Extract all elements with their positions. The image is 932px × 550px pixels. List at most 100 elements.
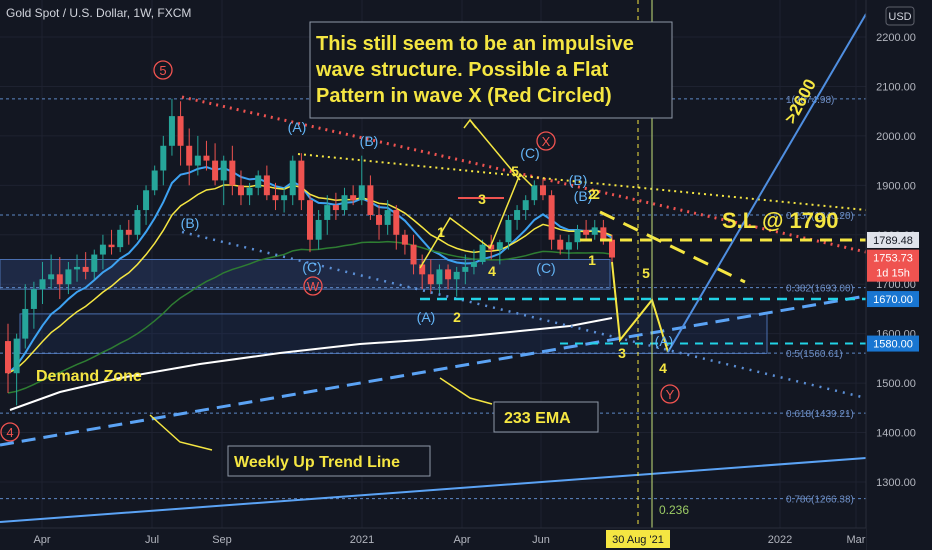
- main-note-line-2: Pattern in wave X (Red Circled): [316, 85, 612, 107]
- ema-233-box: [493, 401, 599, 433]
- candle-body-3: [30, 289, 37, 309]
- yellow-wave-label-10: 2: [588, 186, 596, 202]
- candle-body-31: [272, 195, 279, 201]
- candle-body-36: [315, 219, 322, 240]
- candle-body-70: [609, 239, 615, 258]
- candle-body-57: [496, 242, 503, 250]
- target-trend-line: [667, 13, 867, 353]
- yellow-wave-label-8: 4: [659, 360, 667, 376]
- red-circle-label-2: 4: [6, 425, 13, 440]
- blue-wave-label-1: (B): [360, 133, 379, 149]
- candle-body-43: [376, 215, 383, 225]
- x-tick-0: Apr: [33, 534, 50, 546]
- y-tick-7: 1500.00: [876, 378, 916, 390]
- candle-body-16: [143, 190, 150, 211]
- red-circle-label-3: W: [307, 279, 320, 294]
- date-tag-bg: [606, 530, 670, 548]
- candle-body-58: [505, 219, 512, 243]
- yellow-wave-label-3: 4: [488, 263, 496, 279]
- candle-body-38: [332, 205, 339, 211]
- x-tick-5: Jun: [532, 534, 550, 546]
- blue-wave-label-6: (B): [574, 188, 593, 204]
- candle-body-13: [117, 229, 124, 248]
- ema-233-line: [9, 317, 613, 411]
- candle-body-22: [194, 155, 201, 166]
- candle-body-62: [539, 185, 546, 196]
- candle-body-12: [108, 244, 115, 248]
- blue-wave-label-7: (C): [536, 260, 555, 276]
- yellow-wave-label-9: 5: [642, 265, 650, 281]
- candle-body-29: [255, 175, 262, 188]
- blue-wave-label-0: (A): [288, 119, 307, 135]
- wave-labels: 5 X 4 W Y (A) (B) (C) (B) (C) (A) (B) (C) (A) (B) 1 2 3 4 5…: [0, 60, 680, 442]
- red-circle-2: [0, 422, 20, 442]
- candle-body-40: [350, 195, 357, 201]
- candle-body-61: [531, 185, 538, 201]
- candle-body-24: [212, 160, 219, 181]
- arrow-note: [469, 119, 521, 181]
- candle-body-47: [410, 244, 417, 265]
- y-tick-3: 1900.00: [876, 180, 916, 192]
- candle-body-9: [82, 266, 89, 272]
- candle-body-33: [289, 160, 296, 196]
- y-tick-8: 1400.00: [876, 428, 916, 440]
- candle-body-68: [591, 227, 598, 235]
- candle-body-37: [324, 205, 331, 220]
- red-circle-label-0: 5: [159, 63, 166, 78]
- candle-body-60: [522, 200, 529, 211]
- time-axis[interactable]: Apr Jul Sep 2021 Apr Jun 2022 Mar 30 Aug '21: [0, 527, 866, 550]
- yellow-wave-label-5: 1: [588, 252, 596, 268]
- candle-body-63: [548, 195, 555, 240]
- trend-line-label: Weekly Up Trend Line: [234, 454, 400, 471]
- fib-label-4: 0.618(1439.21): [786, 409, 854, 420]
- x-tick-7: Mar: [847, 534, 866, 546]
- trend-line-box: [227, 445, 431, 477]
- candle-body-44: [384, 210, 391, 225]
- price-axis[interactable]: USD2200.002100.002000.001900.001800.0017…: [865, 0, 932, 550]
- price-tag-sub-1: 1d 15h: [876, 268, 910, 280]
- yellow-wave-label-1: 2: [453, 309, 461, 325]
- price-tag-0: 1789.48: [873, 235, 913, 247]
- candle-body-67: [583, 229, 590, 235]
- currency-label: USD: [888, 11, 911, 23]
- price-tag-bg-2: [867, 291, 919, 308]
- candle-body-49: [427, 274, 434, 285]
- projected-wave-path: [611, 261, 669, 353]
- yellow-wave-label-0: 1: [437, 224, 445, 240]
- candle-body-15: [134, 210, 141, 235]
- arrow-trend: [149, 414, 213, 451]
- fib-label-2: 0.382(1693.00): [786, 284, 854, 295]
- candle-body-56: [488, 244, 495, 250]
- grid-lines: [0, 0, 866, 530]
- red-circle-3: [303, 276, 323, 296]
- weekly-trend-dashed: [0, 294, 867, 447]
- price-tag-bg-0: [867, 231, 919, 248]
- candle-body-25: [220, 160, 227, 181]
- candle-body-54: [470, 261, 477, 267]
- currency-box: [885, 6, 915, 26]
- y-tick-2: 2000.00: [876, 131, 916, 143]
- impulse-wave-line: [419, 172, 533, 269]
- fib-label-1: 0.236(1840.20): [786, 211, 854, 222]
- date-tag: 30 Aug '21: [612, 534, 664, 546]
- fib-levels: 1(2074.98) 0.236(1840.20) 0.382(1693.00) 0.…: [0, 95, 866, 506]
- stop-loss-label: S.L @ 1790: [722, 208, 838, 233]
- blue-wave-label-4: (C): [302, 259, 321, 275]
- main-note-line-1: wave structure. Possible a Flat: [315, 59, 609, 81]
- candle-body-8: [74, 266, 81, 270]
- time-axis-bg: [0, 528, 866, 550]
- candle-body-53: [462, 266, 469, 272]
- candle-body-34: [298, 160, 305, 201]
- y-tick-1: 2100.00: [876, 81, 916, 93]
- candle-body-35: [307, 200, 313, 240]
- price-tag-1: 1753.73: [873, 253, 913, 265]
- candle-body-59: [514, 210, 521, 220]
- red-circle-0: [153, 60, 173, 80]
- candle-body-21: [186, 145, 193, 166]
- price-tag-3: 1580.00: [873, 339, 913, 351]
- x-tick-6: 2022: [768, 534, 792, 546]
- fib-label-3: 0.5(1560.61): [786, 349, 843, 360]
- symbol-title: Gold Spot / U.S. Dollar, 1W, FXCM: [6, 6, 192, 20]
- candle-body-20: [177, 116, 184, 146]
